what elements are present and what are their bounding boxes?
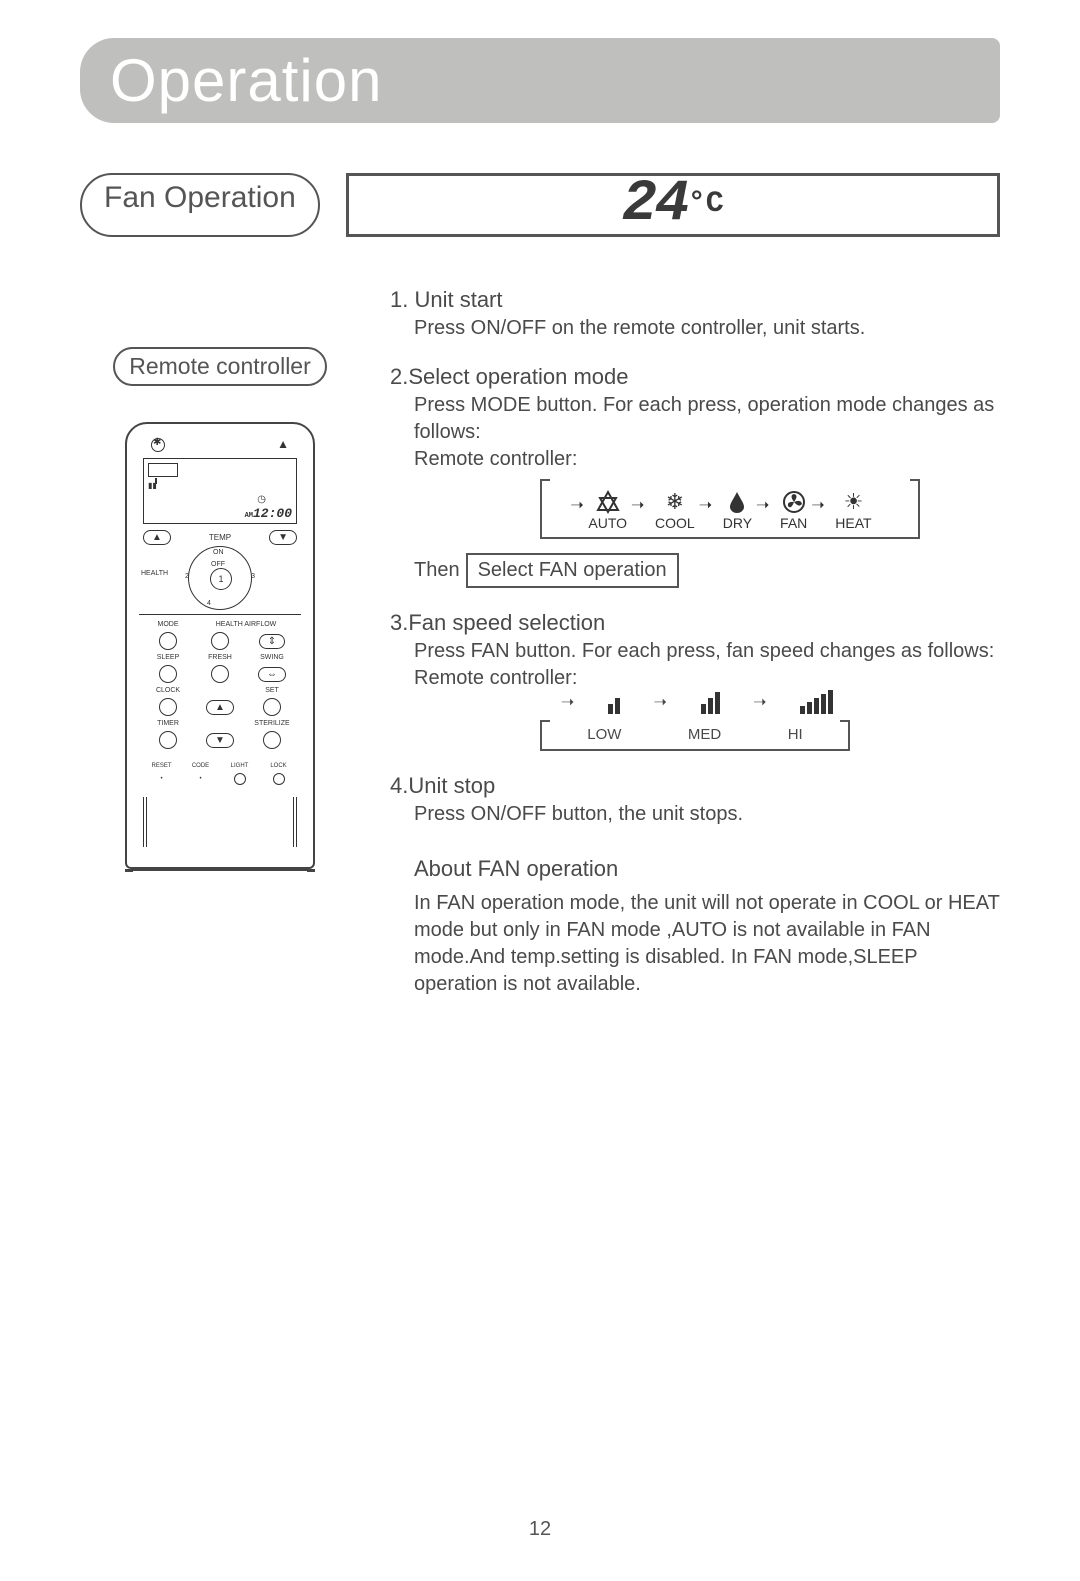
temp-display-box: 24°C (346, 173, 1000, 237)
about-text: In FAN operation mode, the unit will not… (414, 890, 1000, 998)
light-button (234, 773, 246, 785)
fan-mode-icon (780, 489, 807, 515)
temp-value: 24°C (622, 182, 724, 228)
clock-icon: ◷ (257, 494, 266, 505)
section-pill: Fan Operation (80, 173, 320, 237)
step-2: 2.Select operation mode Press MODE butto… (390, 364, 1000, 588)
clock-button (159, 698, 177, 716)
dry-icon (723, 489, 752, 515)
health-label: HEALTH (141, 570, 168, 577)
cool-icon: ❄ (655, 489, 695, 515)
fan-icon (151, 438, 165, 452)
temp-label: TEMP (209, 533, 231, 542)
fresh-button (211, 665, 229, 683)
airflow-button: ⇕ (259, 634, 285, 649)
sterilize-button (263, 731, 281, 749)
step-1: 1. Unit start Press ON/OFF on the remote… (390, 287, 1000, 342)
remote-dial: ON OFF 1 4 2 3 (188, 546, 252, 610)
remote-controller-label: Remote controller (113, 347, 327, 386)
ac-unit-icon (148, 463, 178, 477)
mode-button (159, 632, 177, 650)
sleep-button (159, 665, 177, 683)
reset-hole: • (160, 776, 162, 782)
lock-button (273, 773, 285, 785)
mode-sequence: ➝ AUTO ➝ ❄ COOL ➝ DRY (540, 479, 920, 539)
signal-icon: ▲ (277, 438, 289, 452)
remote-illustration: ▲ ▮▮ ◷ AM12:00 ▲ TEMP ▼ HEALTH ON (125, 422, 315, 869)
page-title-bar: Operation (80, 38, 1000, 123)
auto-icon (588, 489, 627, 515)
page-title: Operation (110, 46, 970, 115)
fan-speed-bars: ➝ ➝ ➝ (542, 690, 848, 714)
lcd-bars-icon: ▮▮ (148, 481, 292, 490)
set-button (263, 698, 281, 716)
lcd-clock: AM12:00 (245, 506, 292, 521)
down-button: ▼ (206, 733, 234, 748)
temp-down-button: ▼ (269, 530, 297, 545)
timer-button (159, 731, 177, 749)
step-3: 3.Fan speed selection Press FAN button. … (390, 610, 1000, 751)
select-fan-box: Select FAN operation (466, 553, 679, 588)
heat-icon: ☀ (835, 489, 871, 515)
about-section: About FAN operation In FAN operation mod… (390, 856, 1000, 998)
page-number: 12 (80, 1518, 1000, 1541)
remote-lcd: ▮▮ ◷ AM12:00 (143, 458, 297, 524)
fan-speed-sequence: ➝ ➝ ➝ LOW MED HI (540, 720, 850, 751)
swing-button: ⇔ (258, 667, 286, 682)
code-hole: • (199, 776, 201, 782)
up-button: ▲ (206, 700, 234, 715)
health-button (211, 632, 229, 650)
temp-up-button: ▲ (143, 530, 171, 545)
step-4: 4.Unit stop Press ON/OFF button, the uni… (390, 773, 1000, 828)
about-heading: About FAN operation (414, 856, 1000, 882)
